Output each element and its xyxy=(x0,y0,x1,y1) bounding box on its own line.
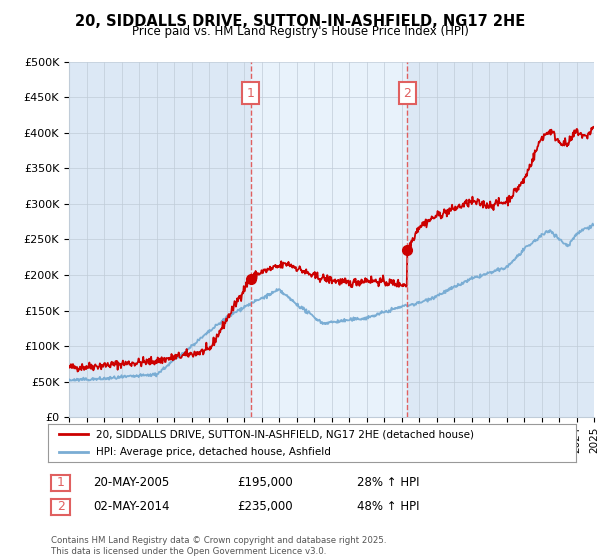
Text: 20-MAY-2005: 20-MAY-2005 xyxy=(93,476,169,489)
Text: 28% ↑ HPI: 28% ↑ HPI xyxy=(357,476,419,489)
Text: 1: 1 xyxy=(56,476,65,489)
Text: 2: 2 xyxy=(403,87,411,100)
Text: 48% ↑ HPI: 48% ↑ HPI xyxy=(357,500,419,514)
Text: 2: 2 xyxy=(56,500,65,514)
Text: 02-MAY-2014: 02-MAY-2014 xyxy=(93,500,170,514)
Bar xyxy=(251,62,407,417)
Text: Contains HM Land Registry data © Crown copyright and database right 2025.
This d: Contains HM Land Registry data © Crown c… xyxy=(51,536,386,556)
Text: £235,000: £235,000 xyxy=(237,500,293,514)
Text: 20, SIDDALLS DRIVE, SUTTON-IN-ASHFIELD, NG17 2HE (detached house): 20, SIDDALLS DRIVE, SUTTON-IN-ASHFIELD, … xyxy=(95,429,473,439)
Text: Price paid vs. HM Land Registry's House Price Index (HPI): Price paid vs. HM Land Registry's House … xyxy=(131,25,469,38)
Text: £195,000: £195,000 xyxy=(237,476,293,489)
Text: HPI: Average price, detached house, Ashfield: HPI: Average price, detached house, Ashf… xyxy=(95,447,331,457)
Text: 20, SIDDALLS DRIVE, SUTTON-IN-ASHFIELD, NG17 2HE: 20, SIDDALLS DRIVE, SUTTON-IN-ASHFIELD, … xyxy=(75,14,525,29)
Text: 1: 1 xyxy=(247,87,254,100)
